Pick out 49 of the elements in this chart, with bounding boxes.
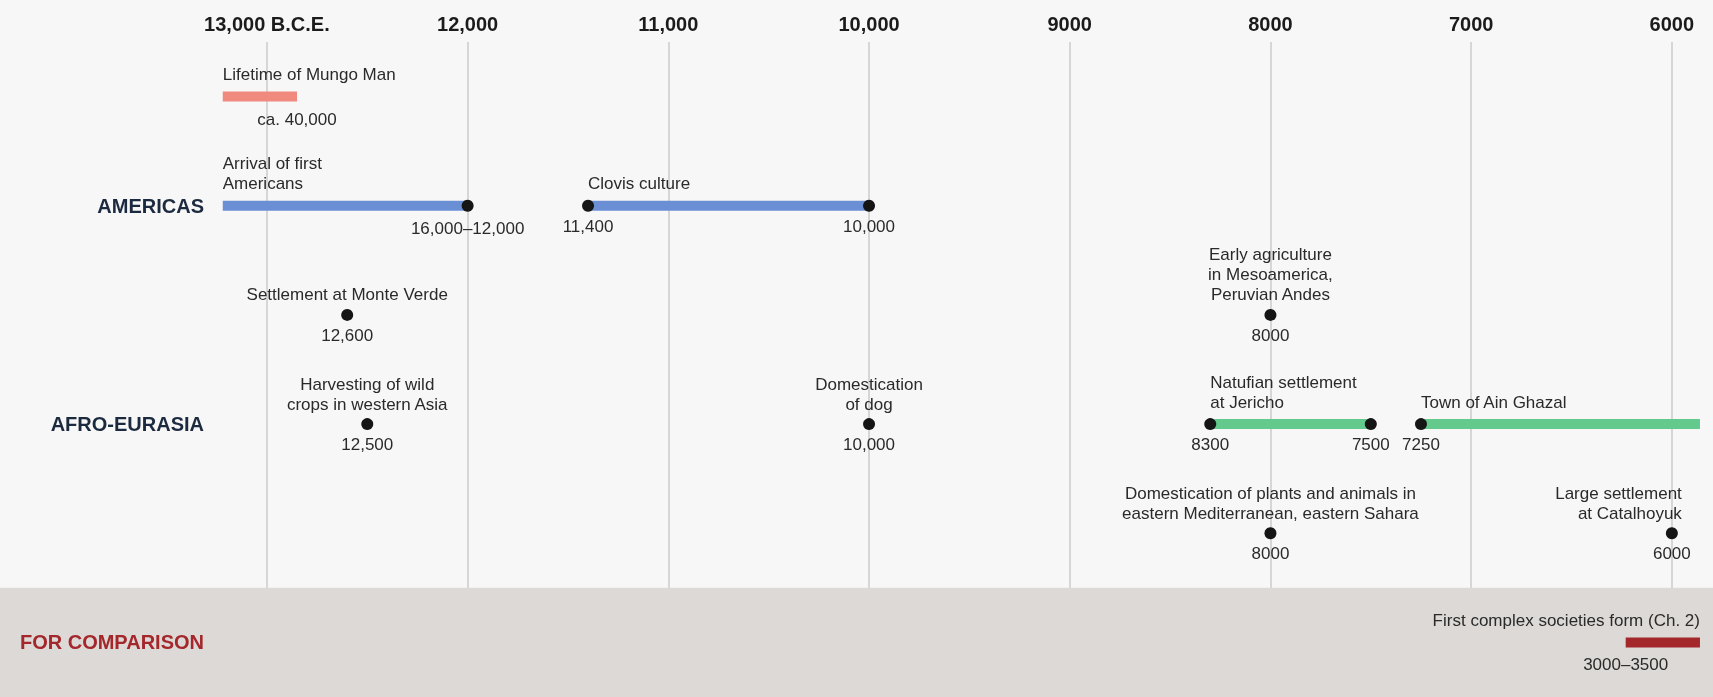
point (1204, 418, 1217, 431)
data-label: 8000 (1251, 325, 1290, 345)
point (461, 199, 474, 212)
x-tick-label: 10,000 (838, 13, 900, 35)
point (1665, 527, 1678, 540)
x-tick-label: 9000 (1047, 13, 1092, 35)
x-tick-label: 11,000 (638, 13, 699, 35)
data-label: 6000 (1652, 544, 1691, 564)
point (1364, 418, 1377, 431)
series-label: Arrival of first Americans (222, 154, 323, 194)
y-tick-label: AMERICAS (97, 194, 204, 217)
series-label: Natufian settlement at Jericho (1210, 372, 1357, 412)
series-label: Domestication of plants and animals in eastern Mediterranean, eastern Sahara (1122, 483, 1420, 523)
annotation: 16,000–12,000 (410, 218, 525, 238)
point (1414, 418, 1427, 431)
point (1264, 527, 1277, 540)
data-label: 12,600 (321, 325, 374, 345)
data-label: 8300 (1191, 435, 1230, 455)
data-label: 10,000 (843, 216, 896, 236)
series-label: Town of Ain Ghazal (1420, 392, 1567, 412)
point (361, 418, 374, 431)
data-label: 12,500 (341, 435, 394, 455)
point (1264, 308, 1277, 321)
point (863, 418, 876, 431)
data-label: 7500 (1351, 435, 1390, 455)
data-label: 10,000 (843, 435, 896, 455)
series-label: Large settlement at Catalhoyuk (1555, 483, 1683, 523)
series-label: Lifetime of Mungo Man (222, 65, 396, 85)
annotation: 3000–3500 (1583, 655, 1669, 675)
data-label: 8000 (1251, 544, 1290, 564)
text: Early agriculture in Mesoamerica, Peruvian Andes (1208, 245, 1333, 305)
y-tick-label: FOR COMPARISON (19, 631, 204, 654)
point (341, 308, 354, 321)
annotation: ca. 40,000 (257, 109, 337, 129)
point (582, 199, 595, 212)
x-tick-label: 8000 (1248, 13, 1293, 35)
y-tick-label: AFRO-EURASIA (50, 413, 204, 436)
series-label: Clovis culture (588, 174, 691, 194)
series-label: Settlement at Monte Verde (246, 285, 448, 305)
x-tick-label: 12,000 (437, 13, 499, 35)
x-tick-label: 7000 (1448, 13, 1494, 35)
series-label: Harvesting of wild crops in western Asia (286, 374, 449, 414)
point (863, 199, 876, 212)
data-label: 11,400 (562, 216, 614, 236)
x-tick-label: 6000 (1649, 13, 1695, 35)
x-tick-label: 13,000 B.C.E. (204, 13, 330, 35)
series-label: Domestication of dog (815, 374, 923, 414)
data-label: 7250 (1402, 435, 1440, 455)
series-label: First complex societies form (Ch. 2) (1432, 610, 1700, 630)
